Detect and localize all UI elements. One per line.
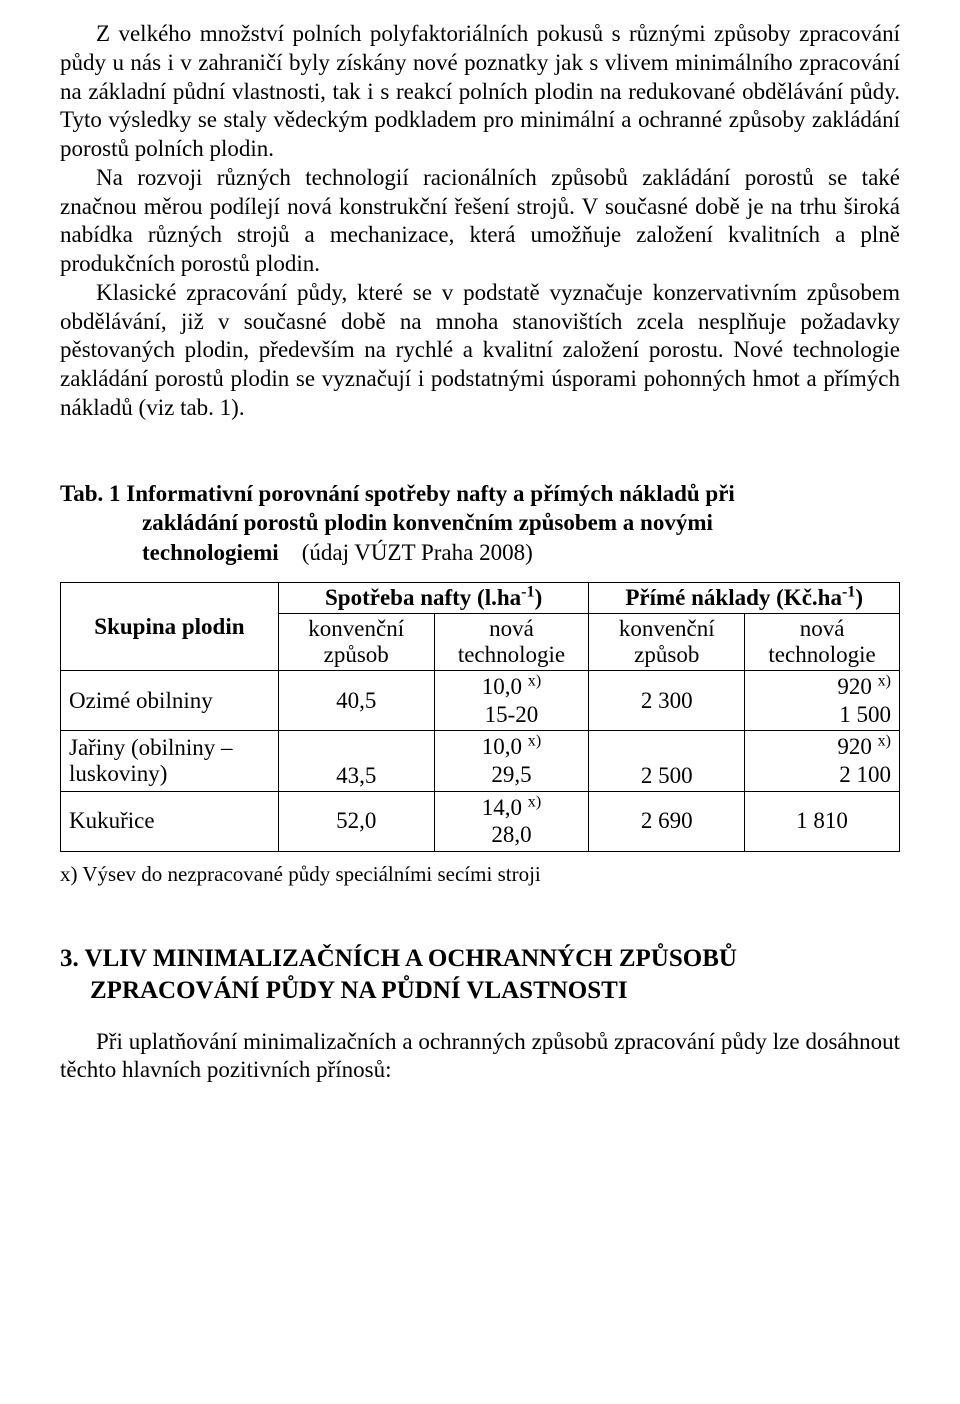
cell-nafta-nova-sup: x) xyxy=(528,793,541,810)
paragraph-1: Z velkého množství polních polyfaktoriál… xyxy=(60,20,900,164)
paragraph-4: Při uplatňování minimalizačních a ochran… xyxy=(60,1028,900,1086)
cell-nafta-nova-sup: x) xyxy=(528,673,541,690)
section-heading-line1: 3. VLIV MINIMALIZAČNÍCH A OCHRANNÝCH ZPŮ… xyxy=(60,943,900,976)
cell-nakl-konv: 2 300 xyxy=(589,671,745,731)
table-header-row-1: Skupina plodin Spotřeba nafty (l.ha-1) P… xyxy=(61,583,900,614)
cell-nakl-nova-sup: x) xyxy=(878,733,891,750)
section-heading-line2: ZPRACOVÁNÍ PŮDY NA PŮDNÍ VLASTNOSTI xyxy=(90,975,900,1008)
document-page: Z velkého množství polních polyfaktoriál… xyxy=(0,0,960,1125)
row-label: Jařiny (obilniny – luskoviny) xyxy=(61,731,279,791)
paragraph-2: Na rozvoji různých technologií racionáln… xyxy=(60,164,900,279)
cell-nafta-konv: 40,5 xyxy=(278,671,434,731)
cell-nakl-nova-top: 1 810 xyxy=(796,808,848,833)
table-caption-label: Tab. 1 xyxy=(60,481,121,506)
cell-nafta-nova-top: 14,0 xyxy=(482,795,522,820)
cell-nakl-nova: 1 810 xyxy=(745,791,900,851)
col-group-naklady: Přímé náklady (Kč.ha-1) xyxy=(589,583,900,614)
table-caption-line1: Informativní porovnání spotřeby nafty a … xyxy=(121,481,735,506)
nafta-suffix: ) xyxy=(535,585,543,610)
sub-nova-nafta: nová technologie xyxy=(434,614,589,671)
table-caption-line3: technologiemi xyxy=(142,540,279,565)
row-header-cell: Skupina plodin xyxy=(61,583,279,671)
naklady-prefix: Přímé náklady (Kč.ha xyxy=(625,585,842,610)
cell-nafta-konv: 43,5 xyxy=(278,731,434,791)
cell-nafta-nova-bot: 15-20 xyxy=(443,701,581,729)
spacer xyxy=(60,1008,900,1028)
row-label: Ozimé obilniny xyxy=(61,671,279,731)
sub-konv-nakl: konvenční způsob xyxy=(589,614,745,671)
cell-nakl-konv: 2 690 xyxy=(589,791,745,851)
nafta-prefix: Spotřeba nafty (l.ha xyxy=(325,585,521,610)
table-row: Jařiny (obilniny – luskoviny) 43,5 10,0 … xyxy=(61,731,900,791)
paragraph-3: Klasické zpracování půdy, které se v pod… xyxy=(60,279,900,423)
cell-nafta-nova-top: 10,0 xyxy=(482,734,522,759)
table-footnote: x) Výsev do nezpracované půdy speciálním… xyxy=(60,862,900,887)
nafta-sup: -1 xyxy=(521,584,534,601)
cell-nakl-nova-sup: x) xyxy=(878,673,891,690)
table-caption-source: (údaj VÚZT Praha 2008) xyxy=(284,540,532,565)
cell-nafta-nova-bot: 29,5 xyxy=(443,761,581,789)
table-row: Kukuřice 52,0 14,0 x) 28,0 2 690 1 810 xyxy=(61,791,900,851)
col-group-nafta: Spotřeba nafty (l.ha-1) xyxy=(278,583,589,614)
cell-nafta-nova-sup: x) xyxy=(528,733,541,750)
table-caption-line2: zakládání porostů plodin konvenčním způs… xyxy=(142,510,713,535)
cell-nafta-nova: 10,0 x) 15-20 xyxy=(434,671,589,731)
cell-nafta-nova-bot: 28,0 xyxy=(443,821,581,849)
sub-nova-nakl: nová technologie xyxy=(745,614,900,671)
cell-nafta-konv: 52,0 xyxy=(278,791,434,851)
table-caption-source-text: (údaj VÚZT Praha 2008) xyxy=(302,540,533,565)
table-head: Skupina plodin Spotřeba nafty (l.ha-1) P… xyxy=(61,583,900,671)
cell-nafta-nova: 14,0 x) 28,0 xyxy=(434,791,589,851)
cell-nakl-konv: 2 500 xyxy=(589,731,745,791)
comparison-table: Skupina plodin Spotřeba nafty (l.ha-1) P… xyxy=(60,582,900,852)
cell-nakl-nova-bot: 2 100 xyxy=(753,761,891,789)
cell-nafta-nova-top: 10,0 xyxy=(482,674,522,699)
table-body: Ozimé obilniny 40,5 10,0 x) 15-20 2 300 … xyxy=(61,671,900,852)
cell-nakl-nova-bot: 1 500 xyxy=(753,701,891,729)
cell-nakl-nova: 920 x) 1 500 xyxy=(745,671,900,731)
spacer xyxy=(60,423,900,479)
table-caption: Tab. 1 Informativní porovnání spotřeby n… xyxy=(60,479,900,569)
row-header-text: Skupina plodin xyxy=(94,614,244,639)
cell-nakl-nova-top: 920 xyxy=(837,674,872,699)
sub-konv-nafta: konvenční způsob xyxy=(278,614,434,671)
naklady-sup: -1 xyxy=(842,584,855,601)
cell-nakl-nova-top: 920 xyxy=(837,734,872,759)
row-label: Kukuřice xyxy=(61,791,279,851)
spacer xyxy=(60,887,900,943)
cell-nafta-nova: 10,0 x) 29,5 xyxy=(434,731,589,791)
naklady-suffix: ) xyxy=(855,585,863,610)
cell-nakl-nova: 920 x) 2 100 xyxy=(745,731,900,791)
table-row: Ozimé obilniny 40,5 10,0 x) 15-20 2 300 … xyxy=(61,671,900,731)
